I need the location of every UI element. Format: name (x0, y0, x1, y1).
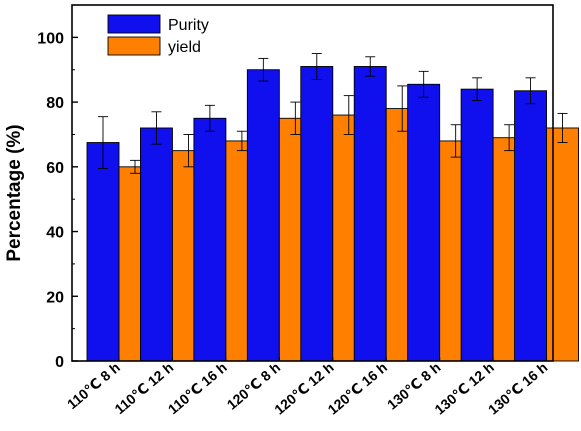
y-tick-label: 0 (55, 354, 64, 371)
x-tick-label: 130℃ 16 h (485, 359, 551, 418)
bar-purity-7 (460, 88, 494, 362)
bar-purity-1 (139, 127, 173, 362)
error-bar-yield-2 (236, 130, 247, 152)
plot-frame (71, 4, 554, 362)
bar-purity-4 (300, 66, 334, 362)
bar-purity-3 (246, 69, 280, 362)
bar-purity-5 (353, 66, 387, 362)
bars-layer (86, 53, 580, 362)
error-bar-yield-1 (183, 134, 194, 168)
bar-purity-0 (86, 142, 120, 362)
error-bar-yield-4 (343, 95, 354, 135)
error-bar-yield-0 (130, 159, 140, 174)
bar-yield-8 (546, 127, 580, 362)
legend-label-yield: yield (168, 39, 201, 56)
legend-swatch-purity (107, 14, 161, 34)
bar-purity-8 (514, 90, 548, 362)
y-tick-label: 80 (46, 95, 64, 112)
error-bar-purity-4 (311, 53, 322, 80)
error-bar-purity-0 (98, 116, 108, 169)
error-bar-purity-6 (418, 70, 429, 98)
bar-purity-6 (407, 83, 441, 362)
bar-purity-2 (193, 117, 227, 362)
error-bar-yield-6 (450, 124, 461, 158)
error-bar-yield-3 (290, 101, 301, 135)
x-tick-label: 120℃ 16 h (325, 359, 391, 418)
y-tick-label: 100 (37, 30, 64, 47)
error-bar-purity-8 (525, 77, 536, 105)
y-tick-label: 40 (46, 225, 64, 242)
error-bar-purity-5 (365, 56, 376, 77)
error-bar-purity-7 (472, 77, 483, 101)
error-bar-purity-2 (204, 104, 215, 132)
error-bar-yield-8 (557, 112, 568, 143)
y-axis-label: Percentage (%) (4, 124, 25, 261)
error-bar-yield-7 (504, 124, 515, 152)
y-tick-label: 60 (46, 160, 64, 177)
x-tick-label: 110℃ 16 h (165, 359, 230, 417)
legend-swatch-yield (107, 36, 161, 56)
legend: Purity yield (107, 14, 209, 56)
y-axis: 0 20 40 60 80 100 (37, 30, 78, 371)
y-tick-label: 20 (46, 289, 64, 306)
error-bar-purity-3 (258, 57, 269, 82)
error-bar-yield-5 (397, 85, 408, 132)
legend-label-purity: Purity (168, 17, 209, 34)
error-bar-purity-1 (151, 111, 162, 145)
